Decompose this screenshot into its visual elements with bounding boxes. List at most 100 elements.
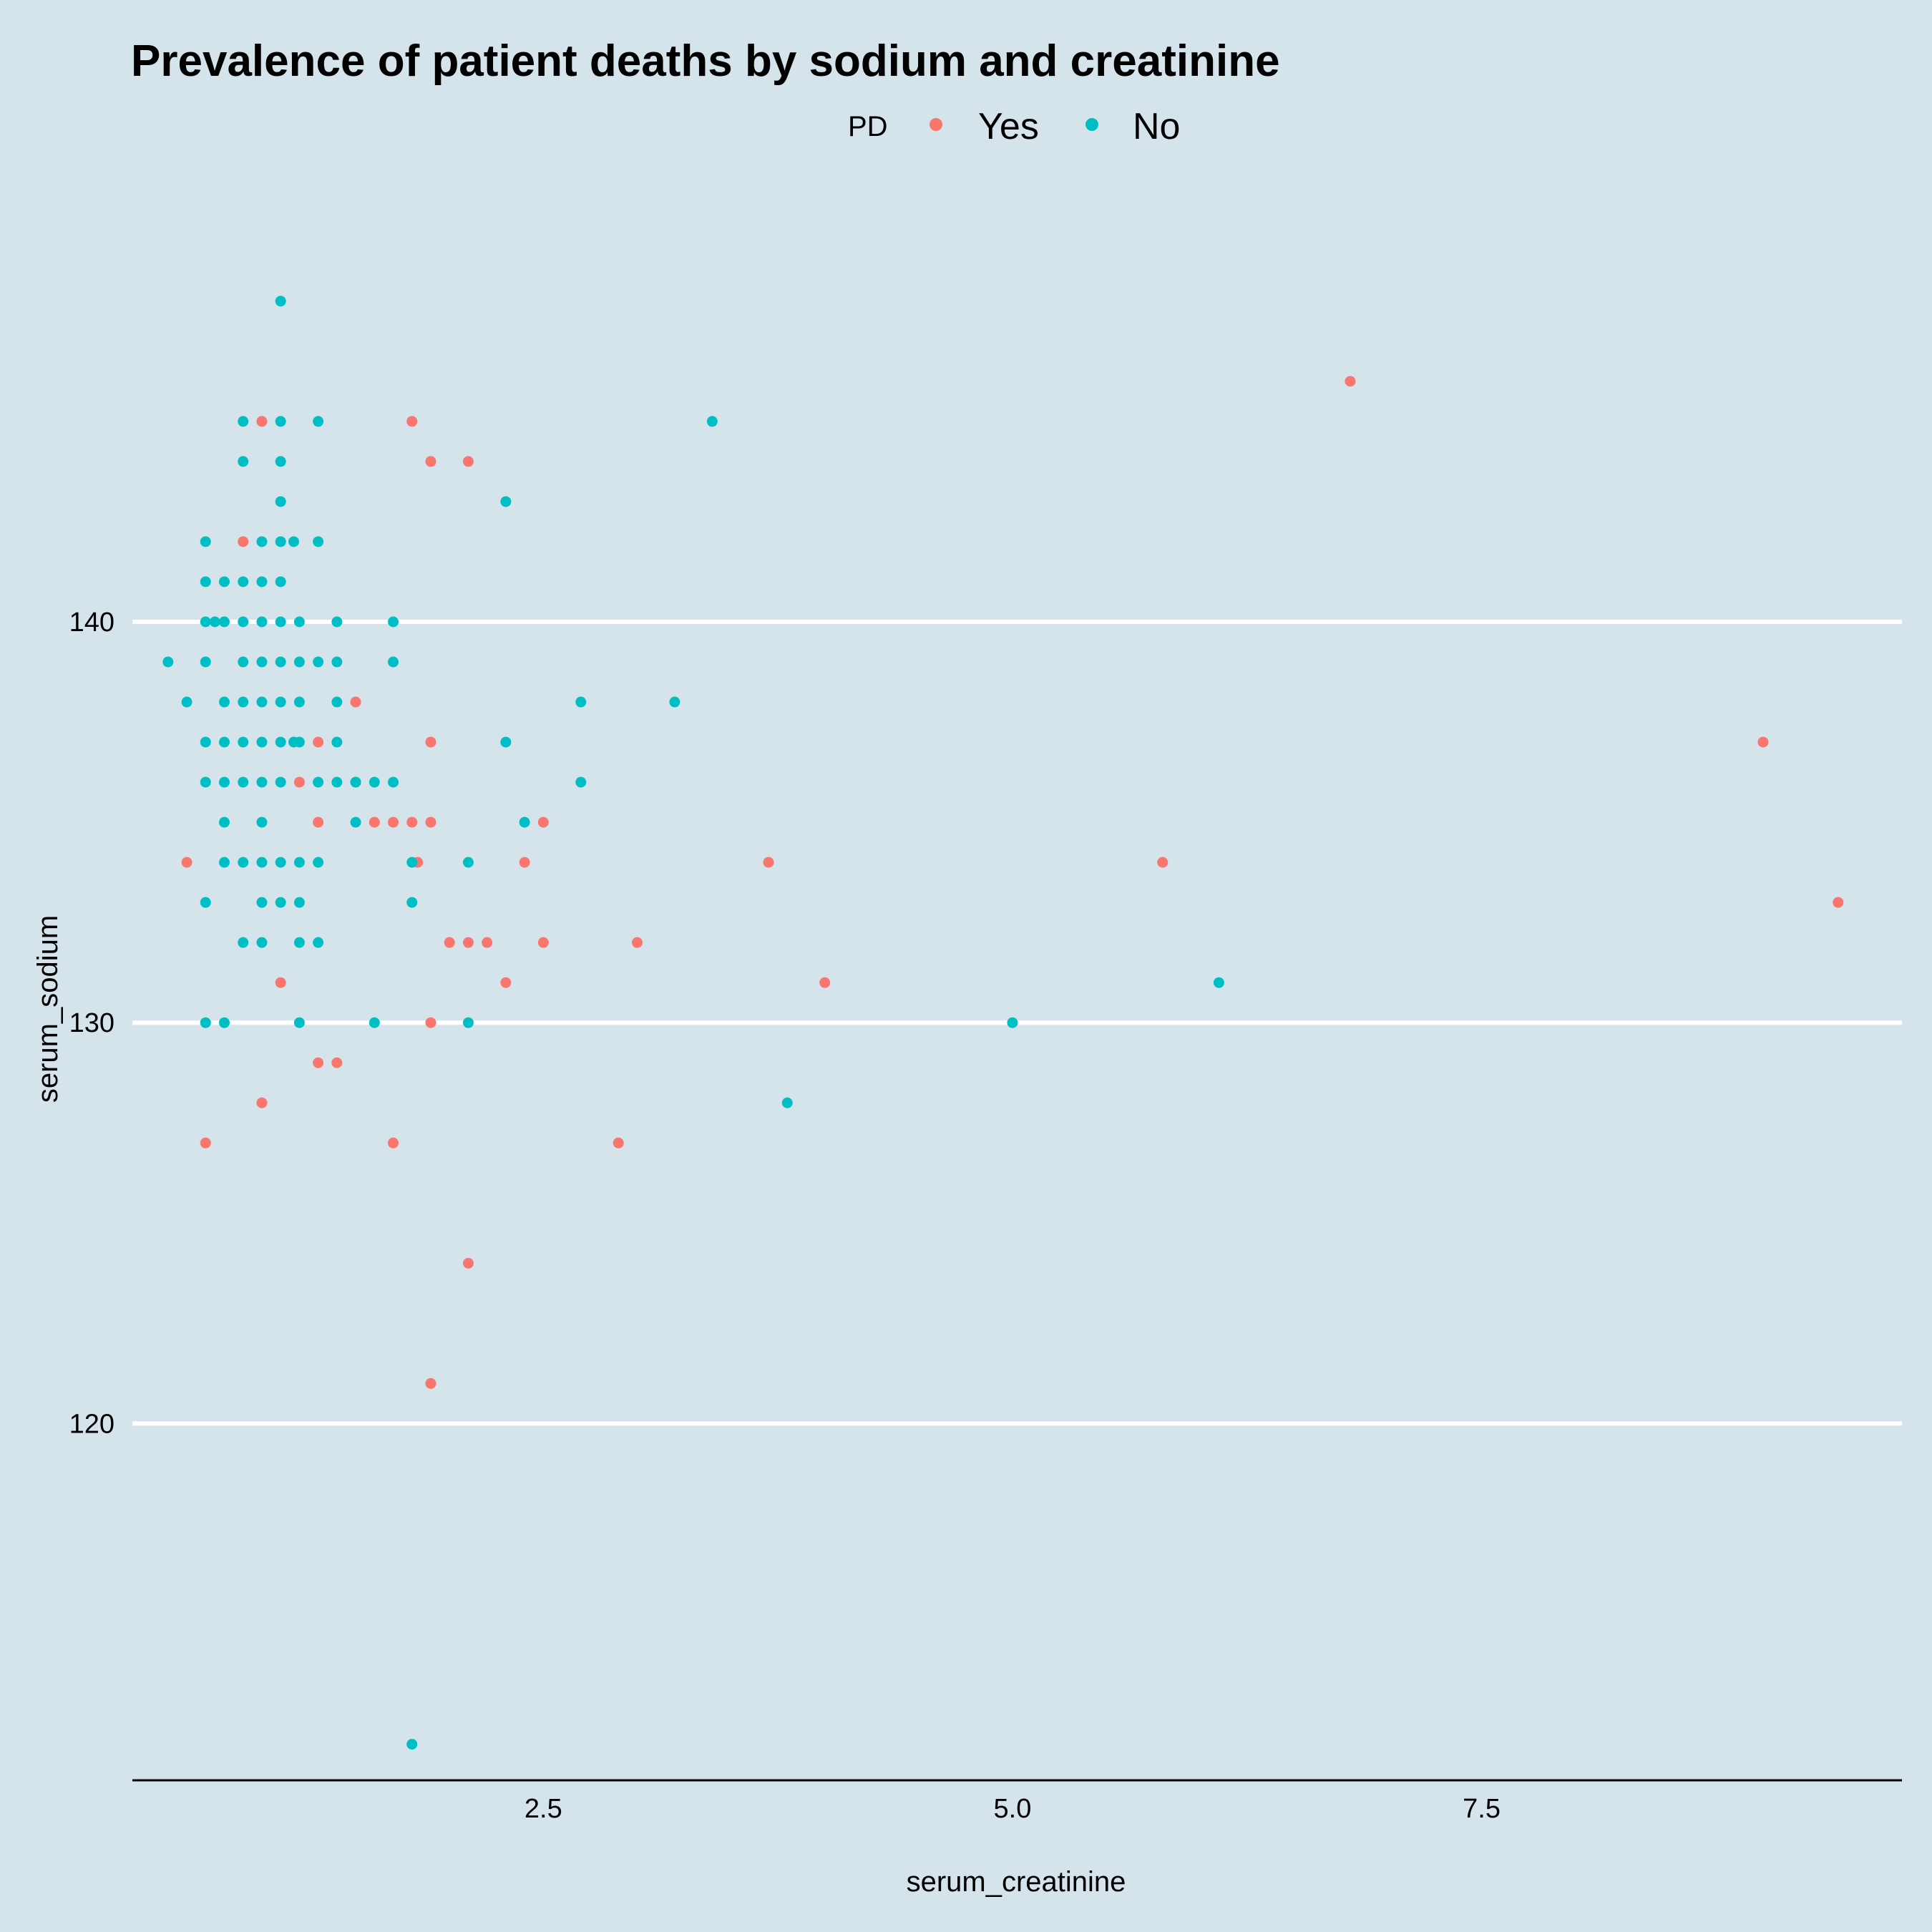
- point-yes: [1833, 897, 1844, 908]
- x-tick-label: 2.5: [525, 1794, 562, 1824]
- point-yes: [181, 857, 192, 868]
- point-no: [275, 656, 286, 668]
- point-no: [1213, 977, 1224, 988]
- point-yes: [1757, 736, 1769, 748]
- point-yes: [350, 696, 361, 708]
- point-yes: [613, 1137, 624, 1148]
- point-no: [256, 937, 268, 948]
- point-no: [219, 736, 230, 748]
- point-no: [256, 816, 268, 828]
- point-no: [275, 416, 286, 427]
- point-no: [200, 616, 211, 628]
- point-yes: [425, 1017, 436, 1028]
- point-no: [313, 776, 324, 788]
- point-no: [200, 536, 211, 547]
- point-no: [200, 576, 211, 587]
- point-no: [275, 576, 286, 587]
- point-no: [331, 736, 343, 748]
- point-yes: [537, 816, 549, 828]
- point-no: [275, 616, 286, 628]
- x-tick-label: 5.0: [994, 1794, 1032, 1824]
- point-no: [256, 897, 268, 908]
- point-no: [575, 776, 587, 788]
- legend-swatch-yes: [930, 118, 942, 131]
- point-yes: [537, 937, 549, 948]
- point-yes: [425, 456, 436, 467]
- data-points: [162, 296, 1844, 1750]
- point-no: [219, 616, 230, 628]
- point-no: [313, 656, 324, 668]
- point-no: [219, 576, 230, 587]
- point-no: [406, 897, 418, 908]
- point-yes: [631, 937, 643, 948]
- point-no: [331, 776, 343, 788]
- point-yes: [425, 816, 436, 828]
- point-yes: [256, 416, 268, 427]
- point-no: [293, 696, 305, 708]
- point-no: [313, 937, 324, 948]
- point-yes: [313, 816, 324, 828]
- point-no: [200, 656, 211, 668]
- point-no: [256, 656, 268, 668]
- point-no: [275, 456, 286, 467]
- point-no: [669, 696, 680, 708]
- point-no: [388, 616, 399, 628]
- point-no: [331, 616, 343, 628]
- point-no: [200, 897, 211, 908]
- legend-label-yes: Yes: [978, 106, 1039, 147]
- point-no: [275, 496, 286, 507]
- point-no: [256, 536, 268, 547]
- chart-title: Prevalence of patient deaths by sodium a…: [131, 36, 1280, 86]
- point-no: [293, 616, 305, 628]
- legend-label-no: No: [1133, 106, 1180, 147]
- point-yes: [482, 937, 493, 948]
- point-no: [462, 1017, 474, 1028]
- point-no: [369, 1017, 380, 1028]
- y-tick-label: 120: [69, 1409, 114, 1439]
- point-no: [238, 576, 249, 587]
- point-no: [406, 857, 418, 868]
- point-no: [406, 1739, 418, 1750]
- point-yes: [238, 536, 249, 547]
- legend-title: PD: [848, 111, 888, 142]
- point-no: [331, 696, 343, 708]
- point-no: [238, 736, 249, 748]
- point-no: [388, 656, 399, 668]
- point-no: [500, 736, 512, 748]
- point-no: [313, 416, 324, 427]
- point-yes: [444, 937, 455, 948]
- point-no: [219, 1017, 230, 1028]
- point-no: [256, 696, 268, 708]
- point-no: [238, 937, 249, 948]
- point-no: [275, 296, 286, 307]
- point-yes: [388, 1137, 399, 1148]
- point-no: [350, 776, 361, 788]
- point-yes: [331, 1057, 343, 1068]
- point-yes: [406, 416, 418, 427]
- point-no: [238, 456, 249, 467]
- point-yes: [462, 937, 474, 948]
- point-no: [238, 416, 249, 427]
- point-no: [1007, 1017, 1018, 1028]
- point-no: [293, 1017, 305, 1028]
- y-tick-label: 130: [69, 1008, 114, 1038]
- point-no: [238, 776, 249, 788]
- point-no: [706, 416, 718, 427]
- point-no: [256, 576, 268, 587]
- point-yes: [1157, 857, 1169, 868]
- point-yes: [369, 816, 380, 828]
- point-no: [238, 696, 249, 708]
- point-yes: [500, 977, 512, 988]
- point-yes: [763, 857, 774, 868]
- point-no: [219, 696, 230, 708]
- point-no: [200, 1017, 211, 1028]
- point-no: [256, 736, 268, 748]
- x-tick-label: 7.5: [1463, 1794, 1501, 1824]
- point-no: [219, 816, 230, 828]
- point-no: [388, 776, 399, 788]
- point-no: [256, 776, 268, 788]
- y-tick-label: 140: [69, 608, 114, 638]
- point-no: [500, 496, 512, 507]
- point-yes: [519, 857, 530, 868]
